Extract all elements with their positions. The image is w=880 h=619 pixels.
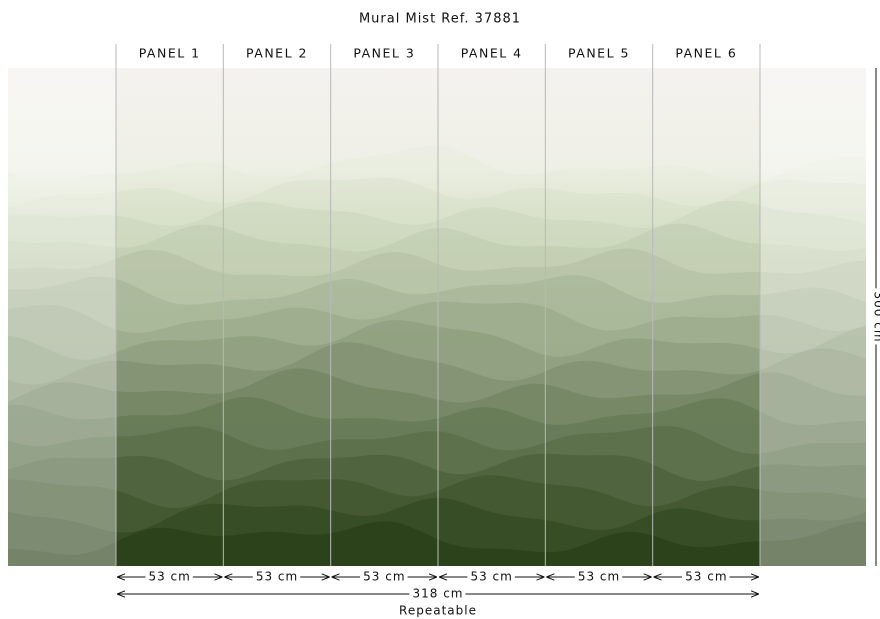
panel-label: PANEL 2 <box>246 46 308 61</box>
panel-label: PANEL 6 <box>675 46 737 61</box>
height-label: 300 cm <box>872 291 880 342</box>
panel-label: PANEL 3 <box>353 46 415 61</box>
panel-width-label: 53 cm <box>148 570 190 584</box>
mist-layer <box>8 521 866 566</box>
title: Mural Mist Ref. 37881 <box>359 12 521 27</box>
panel-width-label: 53 cm <box>363 570 405 584</box>
panel-width-label: 53 cm <box>685 570 727 584</box>
side-fade <box>8 68 116 566</box>
total-width-label: 318 cm <box>412 587 463 601</box>
repeat-note: Repeatable <box>399 604 477 618</box>
panel-label: PANEL 5 <box>568 46 630 61</box>
mural-image <box>8 68 866 566</box>
panel-width-label: 53 cm <box>470 570 512 584</box>
panel-width-label: 53 cm <box>578 570 620 584</box>
panel-label: PANEL 4 <box>461 46 523 61</box>
panel-width-label: 53 cm <box>256 570 298 584</box>
panel-label: PANEL 1 <box>139 46 201 61</box>
side-fade <box>760 68 866 566</box>
